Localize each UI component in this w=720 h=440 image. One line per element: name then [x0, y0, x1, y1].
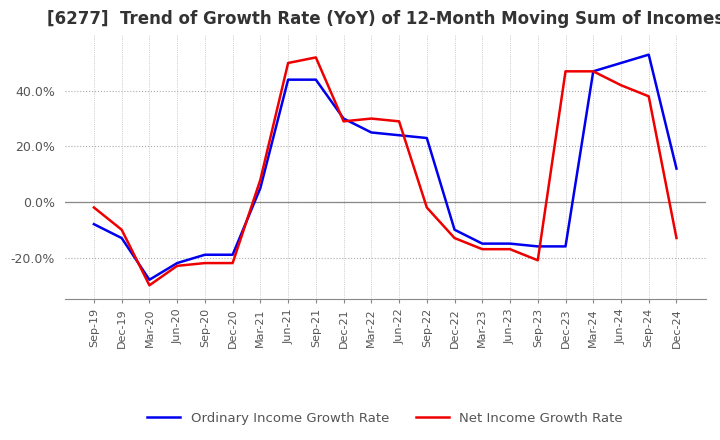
Net Income Growth Rate	[534, 258, 542, 263]
Ordinary Income Growth Rate	[672, 166, 681, 171]
Net Income Growth Rate	[367, 116, 376, 121]
Ordinary Income Growth Rate	[616, 60, 625, 66]
Net Income Growth Rate	[117, 227, 126, 232]
Net Income Growth Rate	[589, 69, 598, 74]
Ordinary Income Growth Rate	[117, 235, 126, 241]
Ordinary Income Growth Rate	[478, 241, 487, 246]
Line: Ordinary Income Growth Rate: Ordinary Income Growth Rate	[94, 55, 677, 280]
Net Income Growth Rate	[395, 119, 403, 124]
Ordinary Income Growth Rate	[256, 185, 265, 191]
Legend: Ordinary Income Growth Rate, Net Income Growth Rate: Ordinary Income Growth Rate, Net Income …	[142, 406, 629, 430]
Net Income Growth Rate	[644, 94, 653, 99]
Net Income Growth Rate	[672, 235, 681, 241]
Net Income Growth Rate	[228, 260, 237, 266]
Ordinary Income Growth Rate	[284, 77, 292, 82]
Ordinary Income Growth Rate	[644, 52, 653, 57]
Net Income Growth Rate	[173, 263, 181, 268]
Net Income Growth Rate	[561, 69, 570, 74]
Net Income Growth Rate	[201, 260, 210, 266]
Ordinary Income Growth Rate	[228, 252, 237, 257]
Ordinary Income Growth Rate	[450, 227, 459, 232]
Ordinary Income Growth Rate	[339, 116, 348, 121]
Net Income Growth Rate	[505, 246, 514, 252]
Net Income Growth Rate	[478, 246, 487, 252]
Ordinary Income Growth Rate	[201, 252, 210, 257]
Line: Net Income Growth Rate: Net Income Growth Rate	[94, 58, 677, 285]
Ordinary Income Growth Rate	[423, 136, 431, 141]
Net Income Growth Rate	[145, 282, 154, 288]
Net Income Growth Rate	[616, 83, 625, 88]
Ordinary Income Growth Rate	[589, 69, 598, 74]
Net Income Growth Rate	[450, 235, 459, 241]
Net Income Growth Rate	[256, 177, 265, 182]
Ordinary Income Growth Rate	[312, 77, 320, 82]
Ordinary Income Growth Rate	[145, 277, 154, 282]
Ordinary Income Growth Rate	[173, 260, 181, 266]
Ordinary Income Growth Rate	[89, 221, 98, 227]
Ordinary Income Growth Rate	[367, 130, 376, 135]
Net Income Growth Rate	[284, 60, 292, 66]
Ordinary Income Growth Rate	[534, 244, 542, 249]
Ordinary Income Growth Rate	[561, 244, 570, 249]
Net Income Growth Rate	[89, 205, 98, 210]
Ordinary Income Growth Rate	[505, 241, 514, 246]
Ordinary Income Growth Rate	[395, 132, 403, 138]
Net Income Growth Rate	[312, 55, 320, 60]
Net Income Growth Rate	[423, 205, 431, 210]
Title: [6277]  Trend of Growth Rate (YoY) of 12-Month Moving Sum of Incomes: [6277] Trend of Growth Rate (YoY) of 12-…	[47, 10, 720, 28]
Net Income Growth Rate	[339, 119, 348, 124]
